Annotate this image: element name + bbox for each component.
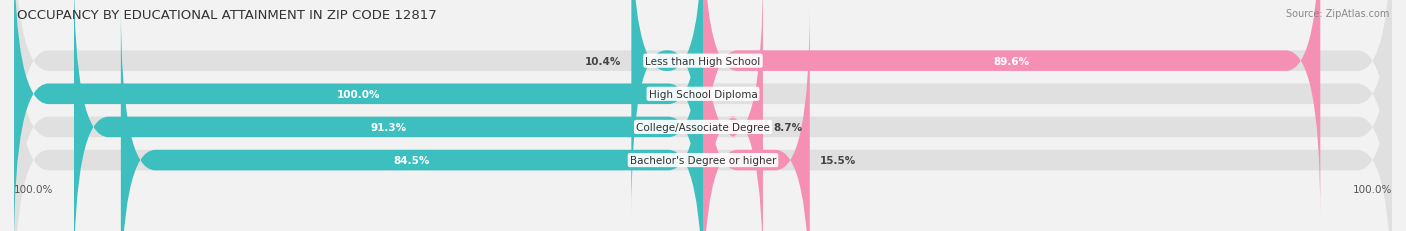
Text: 15.5%: 15.5% [820,155,856,165]
Text: 100.0%: 100.0% [14,184,53,194]
Legend: Owner-occupied, Renter-occupied: Owner-occupied, Renter-occupied [593,229,813,231]
FancyBboxPatch shape [121,6,703,231]
FancyBboxPatch shape [14,0,703,231]
Text: 91.3%: 91.3% [370,122,406,132]
FancyBboxPatch shape [703,0,1320,216]
Text: 8.7%: 8.7% [773,122,803,132]
Text: 100.0%: 100.0% [337,89,380,99]
Text: Bachelor's Degree or higher: Bachelor's Degree or higher [630,155,776,165]
Text: 10.4%: 10.4% [585,56,621,66]
FancyBboxPatch shape [14,6,1392,231]
FancyBboxPatch shape [703,0,763,231]
FancyBboxPatch shape [703,6,810,231]
Text: OCCUPANCY BY EDUCATIONAL ATTAINMENT IN ZIP CODE 12817: OCCUPANCY BY EDUCATIONAL ATTAINMENT IN Z… [17,9,437,22]
FancyBboxPatch shape [14,0,1392,231]
FancyBboxPatch shape [75,0,703,231]
FancyBboxPatch shape [14,0,1392,231]
Text: Less than High School: Less than High School [645,56,761,66]
Text: 89.6%: 89.6% [994,56,1029,66]
FancyBboxPatch shape [14,0,1392,216]
FancyBboxPatch shape [631,0,703,216]
Text: Source: ZipAtlas.com: Source: ZipAtlas.com [1285,9,1389,19]
Text: High School Diploma: High School Diploma [648,89,758,99]
Text: 100.0%: 100.0% [1353,184,1392,194]
Text: College/Associate Degree: College/Associate Degree [636,122,770,132]
Text: 84.5%: 84.5% [394,155,430,165]
